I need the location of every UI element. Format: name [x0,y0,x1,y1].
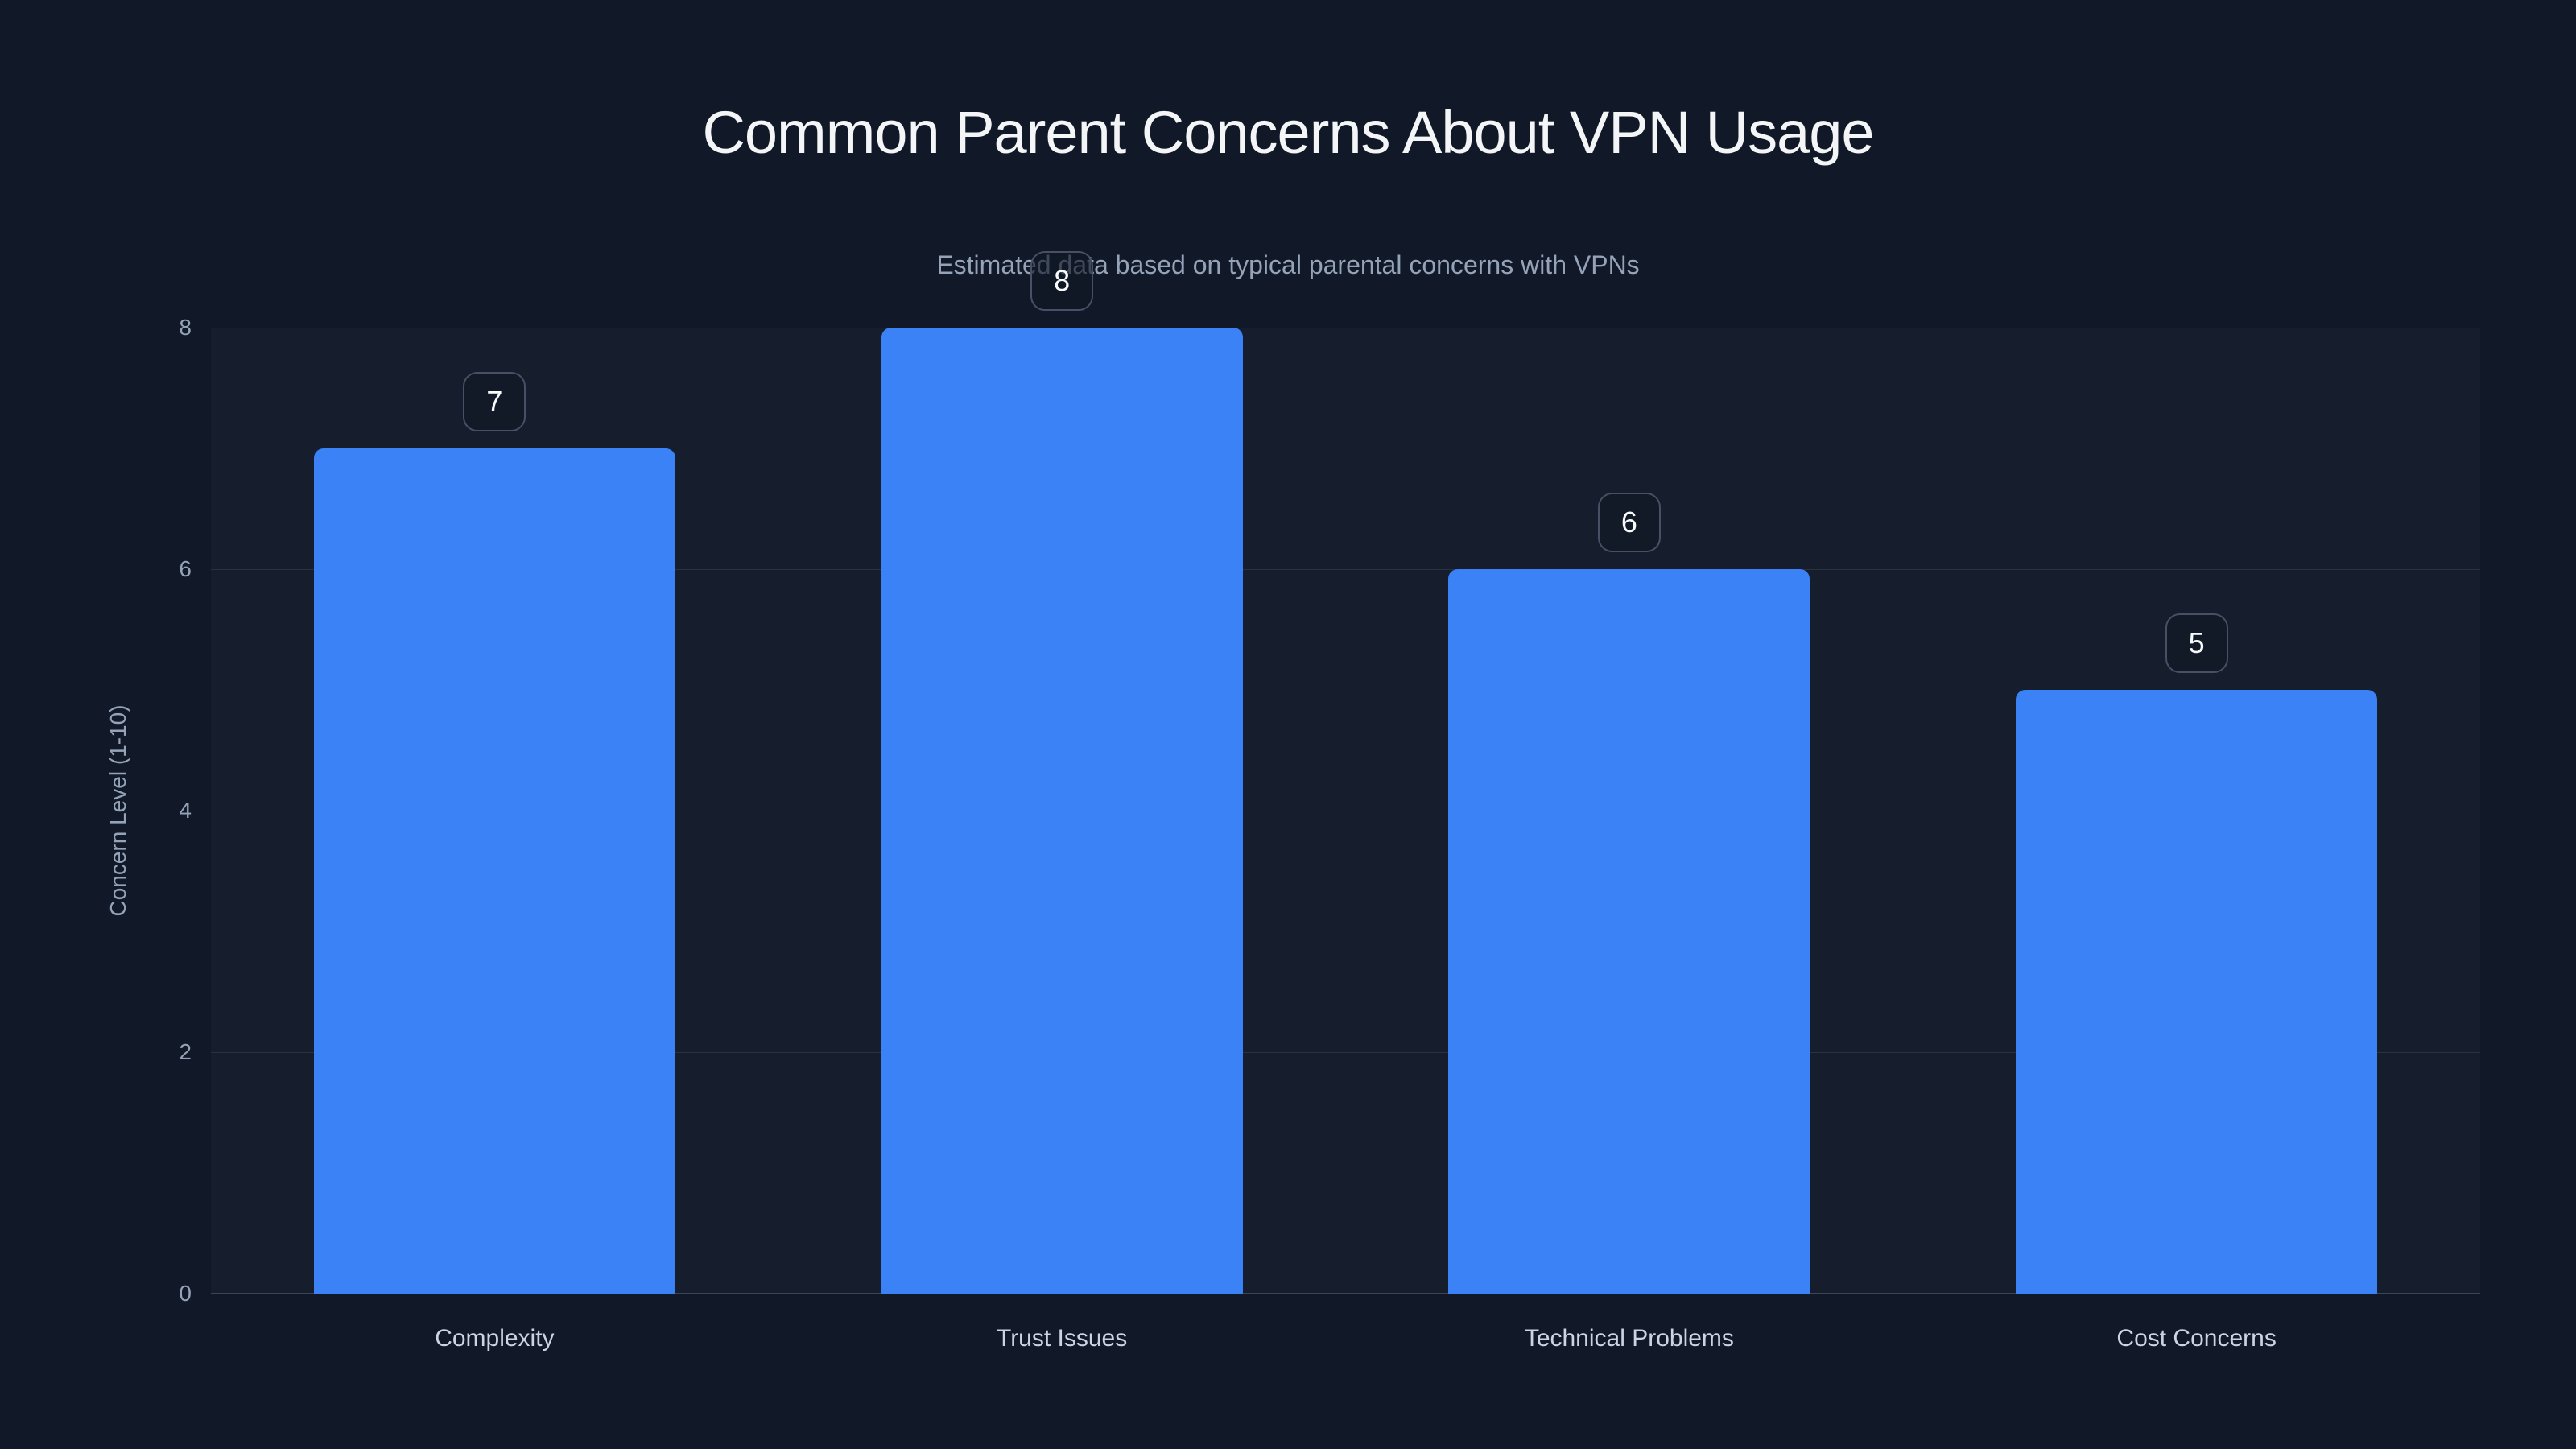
chart-title: Common Parent Concerns About VPN Usage [702,99,1874,166]
x-category-label-trust-issues: Trust Issues [996,1325,1128,1352]
bar-complexity[interactable] [313,448,675,1294]
chart-subtitle: Estimated data based on typical parental… [936,250,1640,279]
y-tick-label-8: 8 [179,315,192,340]
x-axis-baseline [211,1293,2480,1294]
gridline-y2 [211,1051,2480,1053]
bar-technical-problems[interactable] [1448,569,1810,1294]
bar-cost-concerns[interactable] [2016,690,2378,1294]
gridline-y6 [211,568,2480,570]
value-badge-complexity: 7 [463,372,526,431]
y-tick-label-2: 2 [179,1039,192,1064]
y-tick-label-6: 6 [179,556,192,581]
bar-trust-issues[interactable] [881,328,1243,1294]
plot-area: 0 2 4 6 8 7 Complexity 8 Trust Issues 6 Technical … [179,251,2480,1351]
y-tick-label-0: 0 [179,1281,192,1306]
x-category-label-complexity: Complexity [435,1325,555,1352]
y-tick-label-4: 4 [179,798,192,823]
x-category-label-technical-problems: Technical Problems [1524,1325,1734,1352]
x-category-label-cost-concerns: Cost Concerns [2116,1325,2277,1352]
value-badge-technical-problems: 6 [1597,493,1661,552]
value-badge-cost-concerns: 5 [2165,613,2228,673]
value-badge-trust-issues: 8 [1030,251,1094,311]
